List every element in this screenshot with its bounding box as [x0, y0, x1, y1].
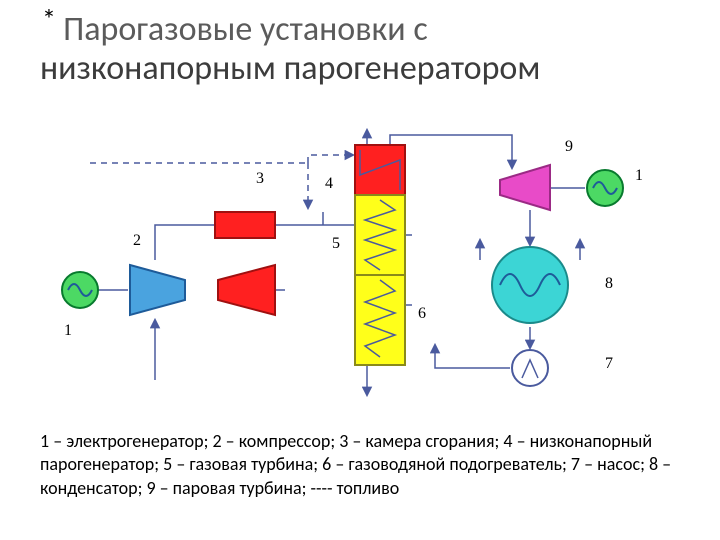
- page-title: Парогазовые установки с низконапорным па…: [40, 10, 680, 88]
- steam-generator-4-top: [355, 145, 405, 195]
- schematic-diagram: [60, 120, 660, 420]
- steam-turbine-9: [500, 165, 550, 210]
- title-line1: Парогазовые установки с: [63, 9, 428, 50]
- pump-7: [512, 350, 548, 386]
- condenser-8: [492, 247, 568, 323]
- title-line2: низконапорным парогенератором: [40, 48, 540, 89]
- heater-box6: [355, 275, 405, 365]
- gas-turbine-5: [218, 265, 275, 315]
- combustion-chamber-3: [215, 212, 275, 238]
- legend-caption: 1 – электрогенератор; 2 – компрессор; 3 …: [40, 430, 690, 500]
- compressor-2: [130, 265, 185, 315]
